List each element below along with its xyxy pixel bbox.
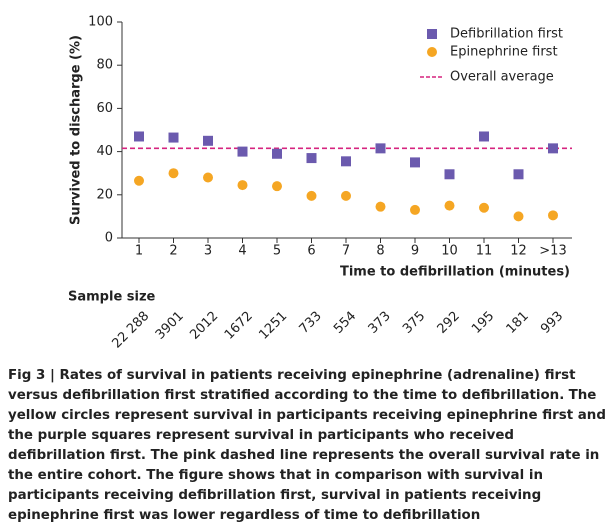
x-tick-label: 12	[510, 244, 527, 259]
sample-size-label: 2012	[187, 309, 221, 343]
point	[341, 190, 351, 201]
y-tick-label: 60	[96, 101, 113, 116]
point	[237, 180, 248, 191]
point	[444, 200, 455, 211]
x-tick-label: 8	[376, 244, 384, 259]
sample-size-label: 375	[400, 309, 428, 337]
legend-marker	[427, 29, 437, 39]
sample-size-label: 292	[435, 309, 463, 337]
y-axis-title: Survived to discharge (%)	[69, 35, 84, 225]
legend-label: Epinephrine first	[450, 45, 558, 60]
sample-size-label: 3901	[153, 309, 187, 343]
point	[375, 201, 386, 212]
point	[410, 157, 420, 168]
point	[168, 168, 179, 179]
point	[272, 148, 282, 159]
x-tick-label: 9	[411, 244, 419, 259]
y-tick-label: 40	[96, 144, 113, 159]
sample-size-label: 373	[366, 309, 394, 337]
point	[168, 132, 179, 143]
sample-size-label: 733	[297, 309, 325, 337]
point	[237, 146, 248, 157]
legend-label: Defibrillation first	[450, 27, 563, 42]
caption-text: The yellow circles represent survival in…	[8, 388, 606, 523]
x-tick-label: 7	[342, 244, 350, 259]
x-tick-label: 4	[238, 244, 246, 259]
sample-size-label: 195	[469, 309, 497, 337]
sample-size-label: 993	[538, 309, 566, 337]
point	[306, 153, 317, 164]
point	[272, 181, 282, 192]
y-tick-label: 0	[105, 231, 113, 246]
x-axis-title: Time to defibrillation (minutes)	[340, 265, 570, 280]
point	[203, 135, 213, 146]
point	[479, 202, 489, 213]
sample-size-label: 181	[504, 309, 532, 337]
x-tick-label: 2	[169, 244, 177, 259]
point	[134, 175, 144, 186]
sample-size-label: 554	[331, 309, 359, 337]
x-tick-label: 3	[204, 244, 212, 259]
sample-size-label: 1251	[256, 309, 290, 343]
y-tick-label: 100	[88, 15, 113, 30]
x-tick-label: 1	[135, 244, 143, 259]
sample-size-label: 22 288	[110, 309, 153, 352]
point	[548, 210, 558, 221]
caption: Fig 3 | Rates of survival in patients re…	[8, 366, 606, 526]
legend-marker	[427, 47, 437, 57]
sample-size-label: 1672	[222, 309, 256, 343]
x-tick-label: 6	[307, 244, 315, 259]
point	[134, 131, 144, 142]
point	[306, 190, 317, 201]
chart: Survived to discharge (%) Time to defibr…	[68, 15, 572, 352]
point	[444, 169, 455, 180]
y-tick-label: 80	[96, 58, 113, 73]
point	[341, 156, 351, 167]
point	[479, 131, 489, 142]
point	[410, 204, 420, 215]
legend-label: Overall average	[450, 70, 554, 85]
point	[513, 169, 524, 180]
x-tick-label: 11	[476, 244, 493, 259]
caption-heading: Fig 3 | Rates of survival in patients re…	[8, 368, 576, 403]
point	[203, 172, 213, 183]
point	[548, 143, 558, 154]
y-tick-label: 20	[96, 187, 113, 202]
x-tick-label: 10	[441, 244, 458, 259]
sample-size-title: Sample size	[68, 290, 156, 305]
x-tick-label: >13	[539, 244, 566, 259]
point	[513, 211, 524, 222]
point	[375, 143, 386, 154]
page: {"chart_data": {"type": "scatter", "ylab…	[8, 14, 606, 523]
x-tick-label: 5	[273, 244, 281, 259]
